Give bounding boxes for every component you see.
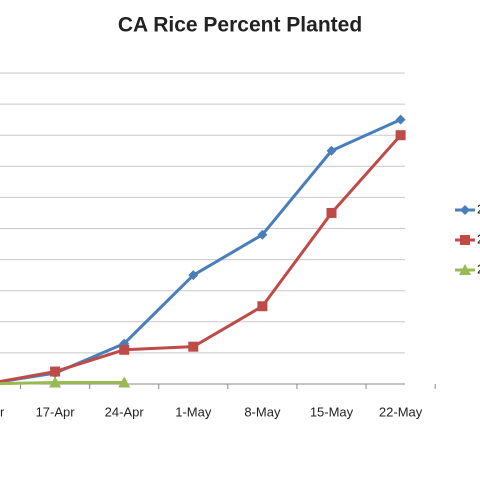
- point: [119, 344, 130, 355]
- series-line: [0, 380, 125, 386]
- x-tick-label: 8-May: [244, 404, 281, 419]
- chart-title: CA Rice Percent Planted: [118, 14, 362, 37]
- series-line: [0, 118, 402, 384]
- legend-marker: [460, 235, 470, 245]
- point: [50, 366, 61, 377]
- x-tick-label: 1-May: [175, 404, 212, 419]
- point: [49, 376, 62, 388]
- x-tick-label: 22-May: [379, 404, 423, 419]
- point: [257, 229, 268, 240]
- point: [395, 114, 406, 125]
- legend-label: 2: [477, 261, 480, 276]
- x-tick-label: r: [0, 404, 5, 419]
- x-tick-label: 15-May: [310, 404, 354, 419]
- legend-label: 2: [477, 201, 480, 216]
- point: [326, 145, 337, 156]
- legend-label: 2: [477, 231, 480, 246]
- point: [188, 270, 199, 281]
- x-tick-label: 17-Apr: [36, 404, 76, 419]
- point: [257, 301, 268, 312]
- point: [395, 130, 406, 141]
- point: [326, 207, 337, 218]
- point: [118, 376, 131, 388]
- x-tick-label: 24-Apr: [105, 404, 145, 419]
- legend-marker: [460, 205, 470, 215]
- legend-marker: [459, 264, 471, 275]
- point: [188, 341, 199, 352]
